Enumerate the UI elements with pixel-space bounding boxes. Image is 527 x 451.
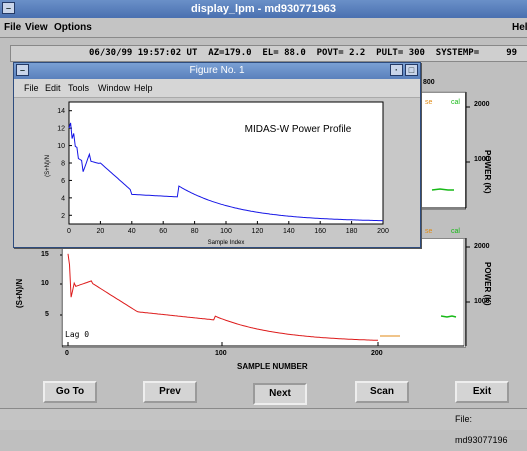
goto-button[interactable]: Go To <box>43 381 97 403</box>
next-button[interactable]: Next <box>253 383 307 405</box>
y-tick-label: 14 <box>57 108 65 115</box>
fig-menu-file[interactable]: File <box>24 83 39 93</box>
top-plot-visible-part <box>420 91 470 209</box>
top-right-axis-label: POWER (K) <box>483 150 492 194</box>
footer-bar: File: md93077196 <box>0 408 527 445</box>
top-right-tick-2000: 2000 <box>474 101 490 108</box>
y-tick-label: 10 <box>57 143 65 150</box>
figure-window[interactable]: – Figure No. 1 · □ File Edit Tools Windo… <box>13 62 421 248</box>
prev-button[interactable]: Prev <box>143 381 197 403</box>
top-right-tick-1000: 1000 <box>474 156 490 163</box>
bottom-y-tick-5: 5 <box>45 311 49 318</box>
menu-help[interactable]: Hel <box>512 22 527 33</box>
main-window-titlebar[interactable]: – display_lpm - md930771963 <box>0 0 527 19</box>
status-line: 06/30/99 19:57:02 UT AZ=179.0 EL= 88.0 P… <box>10 45 527 62</box>
x-axis-label: Sample Index <box>208 240 245 246</box>
top-tick-label: 800 <box>423 79 435 86</box>
x-tick-label: 80 <box>191 228 199 235</box>
bottom-plot <box>60 238 470 347</box>
lag-label: Lag 0 <box>65 330 90 339</box>
y-tick-label: 4 <box>61 195 65 202</box>
x-tick-label: 20 <box>97 228 105 235</box>
y-tick-label: 8 <box>61 161 65 168</box>
bottom-red-series <box>67 253 378 341</box>
x-tick-label: 180 <box>346 228 358 235</box>
x-tick-label: 40 <box>128 228 136 235</box>
bottom-x-tick-0: 0 <box>65 350 69 357</box>
figure-minimize-icon[interactable]: · <box>390 64 403 76</box>
plot-title: MIDAS-W Power Profile <box>245 124 352 135</box>
y-tick-label: 6 <box>61 178 65 185</box>
x-tick-label: 100 <box>220 228 232 235</box>
x-tick-label: 160 <box>314 228 326 235</box>
figure-window-menu-icon[interactable]: – <box>16 64 29 76</box>
fig-menu-window[interactable]: Window <box>98 83 131 93</box>
window-menu-icon[interactable]: – <box>2 2 15 14</box>
scan-button[interactable]: Scan <box>355 381 409 403</box>
menu-options[interactable]: Options <box>54 22 92 33</box>
menu-view[interactable]: View <box>25 22 48 33</box>
power-profile-plot: 0 20 40 60 80 100 120 140 160 180 200 2 4 6 8 10 12 14 MI… <box>45 101 389 246</box>
y-tick-label: 2 <box>61 213 65 220</box>
x-tick-label: 0 <box>67 228 71 235</box>
x-tick-label: 60 <box>159 228 167 235</box>
fig-menu-help[interactable]: Help <box>134 83 153 93</box>
bottom-right-axis-label: POWER (K) <box>483 262 492 306</box>
bottom-y-tick-15: 15 <box>41 251 49 258</box>
bottom-cal-label: cal <box>451 228 460 235</box>
menu-file[interactable]: File <box>4 22 22 33</box>
footer-file-label: File: md93077196 <box>455 414 508 445</box>
bottom-right-tick-2000: 2000 <box>474 243 490 250</box>
bottom-y-axis-label: (S+N)/N <box>15 278 24 308</box>
x-tick-label: 200 <box>377 228 389 235</box>
y-tick-label: 12 <box>57 126 65 133</box>
x-tick-label: 120 <box>252 228 264 235</box>
figure-title: Figure No. 1 <box>189 65 245 76</box>
exit-button[interactable]: Exit <box>455 381 509 403</box>
main-menubar: File View Options Hel <box>0 18 527 38</box>
top-se-label: se <box>425 99 433 106</box>
x-tick-label: 140 <box>283 228 295 235</box>
y-axis-label: (S+N)/N <box>45 155 51 177</box>
figure-plot-area: 0 20 40 60 80 100 120 140 160 180 200 2 4 6 8 10 12 14 MI… <box>14 98 420 247</box>
bottom-x-axis-label: SAMPLE NUMBER <box>237 362 308 371</box>
bottom-right-tick-1000: 1000 <box>474 298 490 305</box>
figure-menubar: File Edit Tools Window Help <box>14 79 420 98</box>
bottom-se-label: se <box>425 228 433 235</box>
window-title: display_lpm - md930771963 <box>191 3 336 15</box>
power-profile-series <box>68 122 384 222</box>
bottom-x-tick-200: 200 <box>371 350 383 357</box>
bottom-x-tick-100: 100 <box>215 350 227 357</box>
fig-menu-tools[interactable]: Tools <box>68 83 90 93</box>
figure-titlebar[interactable]: – Figure No. 1 · □ <box>14 63 420 79</box>
fig-menu-edit[interactable]: Edit <box>45 83 61 93</box>
top-cal-label: cal <box>451 99 460 106</box>
bottom-y-tick-10: 10 <box>41 280 49 287</box>
figure-maximize-icon[interactable]: □ <box>405 64 418 76</box>
